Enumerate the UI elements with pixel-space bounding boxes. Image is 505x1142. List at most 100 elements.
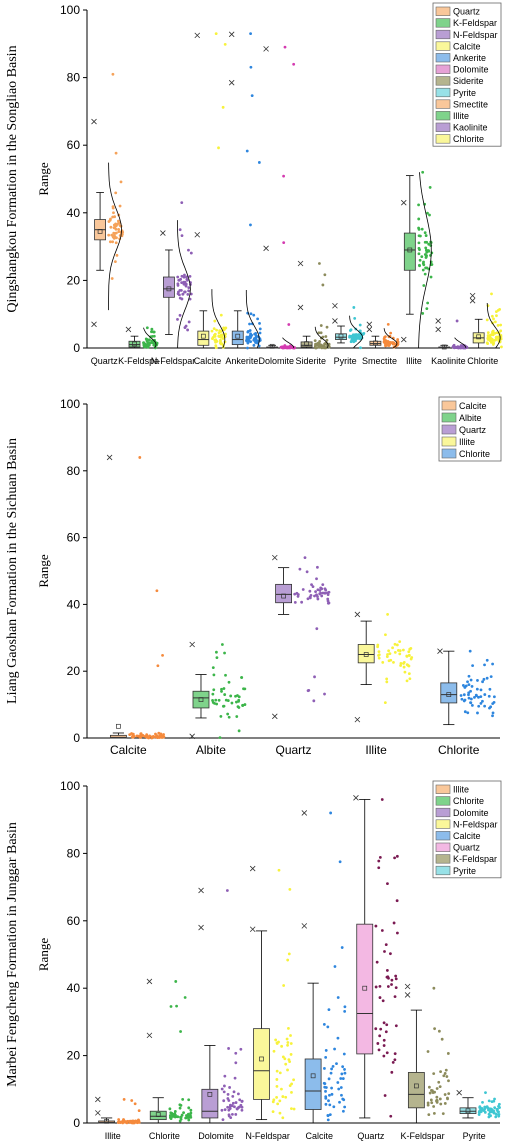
data-point bbox=[459, 344, 463, 347]
data-point bbox=[212, 688, 216, 692]
data-point bbox=[323, 1085, 327, 1089]
box bbox=[357, 644, 375, 664]
data-point bbox=[215, 702, 219, 706]
data-point bbox=[180, 274, 184, 278]
series-ankerite bbox=[228, 31, 262, 350]
data-point bbox=[233, 1105, 236, 1109]
data-point bbox=[386, 339, 390, 343]
outlier-marker bbox=[366, 326, 373, 333]
data-point bbox=[335, 1062, 338, 1066]
data-point bbox=[189, 1114, 192, 1117]
data-point bbox=[443, 1102, 447, 1105]
data-point bbox=[258, 321, 261, 325]
data-point bbox=[176, 283, 180, 287]
data-point bbox=[389, 658, 393, 662]
box bbox=[192, 690, 210, 709]
data-point bbox=[309, 593, 313, 597]
data-point bbox=[425, 307, 429, 311]
data-point bbox=[258, 327, 262, 331]
data-point bbox=[150, 735, 154, 739]
data-point bbox=[396, 340, 400, 344]
legend-swatch bbox=[435, 41, 451, 51]
data-point bbox=[417, 252, 421, 256]
data-point bbox=[146, 343, 150, 347]
data-point bbox=[282, 241, 286, 244]
data-point bbox=[439, 1102, 443, 1106]
series-calcite bbox=[194, 32, 228, 350]
x-tick-label: Ankerite bbox=[225, 356, 258, 366]
data-point bbox=[130, 1099, 134, 1102]
data-point bbox=[188, 274, 192, 278]
data-point bbox=[487, 1115, 491, 1119]
data-point bbox=[319, 343, 323, 347]
data-point bbox=[210, 329, 214, 333]
data-point bbox=[219, 313, 223, 317]
data-point bbox=[430, 1101, 434, 1105]
data-point bbox=[212, 327, 216, 331]
data-point bbox=[234, 1101, 238, 1104]
data-point bbox=[137, 1120, 141, 1123]
data-point bbox=[327, 1099, 330, 1103]
data-point bbox=[169, 1005, 173, 1008]
x-tick-label: Siderite bbox=[295, 356, 326, 366]
outlier-marker bbox=[189, 733, 195, 740]
data-point bbox=[428, 186, 432, 189]
data-point bbox=[315, 627, 319, 631]
y-tick-label: 0 bbox=[73, 341, 80, 355]
data-point bbox=[128, 1119, 132, 1123]
series-calcite bbox=[106, 454, 166, 740]
data-point bbox=[227, 1108, 231, 1112]
data-point bbox=[290, 1107, 293, 1111]
density-curve bbox=[383, 328, 398, 349]
data-point bbox=[178, 228, 182, 232]
legend-swatch bbox=[441, 448, 457, 459]
data-point bbox=[353, 335, 357, 339]
data-point bbox=[311, 585, 315, 589]
data-point bbox=[385, 680, 389, 684]
data-point bbox=[237, 729, 241, 733]
outlier-marker bbox=[249, 926, 256, 933]
data-point bbox=[234, 694, 237, 698]
data-point bbox=[280, 1087, 283, 1091]
density-curve bbox=[177, 220, 191, 349]
data-point bbox=[393, 642, 397, 646]
data-point bbox=[272, 1098, 276, 1102]
box bbox=[304, 1058, 322, 1110]
data-point bbox=[189, 1108, 193, 1112]
data-point bbox=[326, 1025, 330, 1029]
data-point bbox=[418, 263, 421, 267]
data-point bbox=[443, 1072, 447, 1075]
legend-swatch bbox=[435, 784, 451, 794]
legend-entry: Calcite bbox=[459, 401, 487, 411]
data-point bbox=[318, 262, 321, 265]
series-quartz bbox=[91, 72, 125, 328]
data-point bbox=[483, 704, 487, 708]
y-tick-label: 40 bbox=[67, 206, 81, 220]
data-point bbox=[489, 705, 493, 709]
data-point bbox=[111, 72, 115, 76]
outlier-marker bbox=[469, 297, 476, 304]
data-point bbox=[117, 221, 121, 225]
legend-entry: Chlorite bbox=[459, 449, 490, 459]
data-point bbox=[155, 589, 159, 593]
data-point bbox=[361, 332, 365, 336]
legend-swatch bbox=[435, 87, 451, 98]
data-point bbox=[432, 1111, 436, 1115]
data-point bbox=[385, 677, 389, 681]
data-point bbox=[180, 281, 184, 285]
data-point bbox=[435, 1087, 439, 1090]
outlier-marker bbox=[353, 795, 359, 801]
data-point bbox=[325, 325, 329, 329]
data-point bbox=[218, 736, 222, 739]
outlier-marker bbox=[198, 887, 204, 894]
data-point bbox=[428, 213, 431, 217]
data-point bbox=[156, 736, 159, 739]
data-point bbox=[212, 333, 216, 337]
data-point bbox=[353, 316, 357, 320]
data-point bbox=[220, 643, 224, 646]
data-point bbox=[275, 1084, 279, 1088]
legend-entry: K-Feldspar bbox=[453, 18, 497, 28]
data-point bbox=[393, 995, 397, 999]
data-point bbox=[374, 1027, 378, 1031]
